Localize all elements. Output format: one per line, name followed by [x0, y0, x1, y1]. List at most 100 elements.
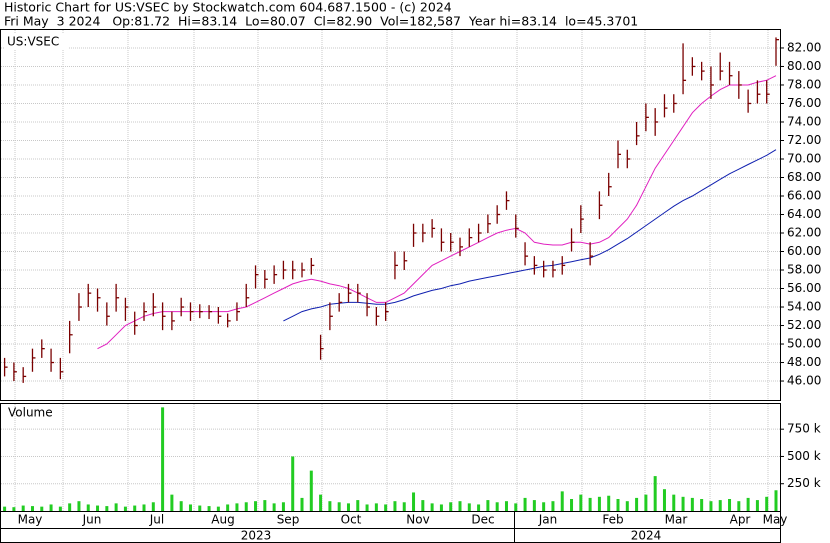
volume-bar [328, 501, 332, 511]
volume-bar [161, 407, 165, 511]
month-label: Oct [341, 513, 362, 527]
chart-subtitle: Fri May 3 2024 Op:81.72 Hi=83.14 Lo=80.0… [4, 14, 638, 29]
volume-bar [635, 497, 639, 511]
volume-bar [700, 499, 704, 511]
volume-bar [207, 506, 211, 511]
volume-bar [709, 501, 713, 511]
y-tick-label: 66.00 [787, 188, 821, 202]
month-label: Nov [406, 513, 429, 527]
volume-bar [542, 502, 546, 511]
volume-bar [198, 505, 202, 511]
volume-bar [188, 504, 192, 511]
volume-bar [170, 494, 174, 511]
volume-bar [570, 499, 574, 511]
volume-bar [384, 504, 388, 511]
y-tick-label: 72.00 [787, 133, 821, 147]
volume-bar [579, 494, 583, 511]
year-label: 2023 [241, 529, 272, 543]
y-tick-label: 56.00 [787, 281, 821, 295]
volume-bar [607, 495, 611, 511]
month-label: Sep [277, 513, 300, 527]
y-tick-label: 76.00 [787, 96, 821, 110]
volume-bar [467, 503, 471, 511]
volume-bar [412, 492, 416, 511]
volume-label: Volume [8, 406, 53, 420]
y-tick-label: 62.00 [787, 226, 821, 240]
month-label: May [763, 513, 788, 527]
volume-bar [346, 503, 350, 511]
month-label: Aug [211, 513, 234, 527]
volume-bar [291, 456, 295, 511]
volume-bar [458, 501, 462, 511]
label-bg [4, 34, 68, 50]
month-label: Mar [665, 513, 688, 527]
volume-bar [272, 503, 276, 511]
volume-bar [597, 496, 601, 511]
volume-bar [421, 500, 425, 511]
volume-bar [755, 500, 759, 511]
y-tick-label: 78.00 [787, 77, 821, 91]
y-tick-label: 64.00 [787, 207, 821, 221]
volume-bar [551, 501, 555, 511]
moving-average [283, 149, 777, 322]
volume-bar [40, 506, 44, 511]
volume-bar [681, 496, 685, 511]
volume-bar [58, 506, 62, 511]
volume-bar [216, 506, 220, 511]
volume-bar [644, 494, 648, 511]
volume-bar [49, 504, 53, 511]
volume-bar [495, 502, 499, 511]
y-tick-label: 80.00 [787, 59, 821, 73]
volume-bar [625, 501, 629, 511]
volume-bar [21, 505, 25, 511]
volume-bar [30, 506, 34, 511]
volume-bar [68, 503, 72, 511]
y-tick-label: 500 k [787, 449, 821, 463]
volume-bar [774, 490, 778, 511]
y-tick-label: 58.00 [787, 263, 821, 277]
volume-bar [226, 504, 230, 511]
volume-bar [263, 500, 267, 511]
volume-bar [746, 497, 750, 511]
volume-bar [244, 502, 248, 511]
chart-title: Historic Chart for US:VSEC by Stockwatch… [4, 0, 452, 15]
volume-bar [486, 500, 490, 511]
month-label: Jun [82, 513, 102, 527]
volume-bar [662, 489, 666, 511]
month-label: Jan [538, 513, 558, 527]
volume-bar [718, 500, 722, 511]
volume-bar [653, 476, 657, 511]
volume-bar [179, 501, 183, 511]
volume-bar [523, 497, 527, 511]
volume-bar [86, 504, 90, 511]
y-tick-label: 48.00 [787, 355, 821, 369]
y-tick-label: 50.00 [787, 337, 821, 351]
volume-bar [672, 494, 676, 511]
volume-bar [235, 503, 239, 511]
volume-bar [765, 496, 769, 511]
y-tick-label: 52.00 [787, 318, 821, 332]
volume-bar [532, 500, 536, 511]
grid [1, 30, 780, 511]
month-label: Dec [471, 513, 494, 527]
volume-bar [3, 506, 7, 511]
y-tick-label: 46.00 [787, 374, 821, 388]
y-tick-label: 750 k [787, 422, 821, 436]
volume-bar [374, 503, 378, 511]
volume-bar [504, 501, 508, 511]
month-label: Feb [602, 513, 623, 527]
y-tick-label: 68.00 [787, 170, 821, 184]
volume-bar [588, 497, 592, 511]
month-label: Jul [149, 513, 164, 527]
year-label: 2024 [631, 529, 662, 543]
volume-bar [449, 502, 453, 511]
volume-bar [356, 500, 360, 511]
volume-bar [133, 505, 137, 511]
month-label: May [18, 513, 43, 527]
volume-bar [560, 491, 564, 511]
y-tick-label: 54.00 [787, 300, 821, 314]
y-tick-label: 250 k [787, 476, 821, 490]
volume-bar [319, 494, 323, 511]
volume-bar [151, 502, 155, 511]
